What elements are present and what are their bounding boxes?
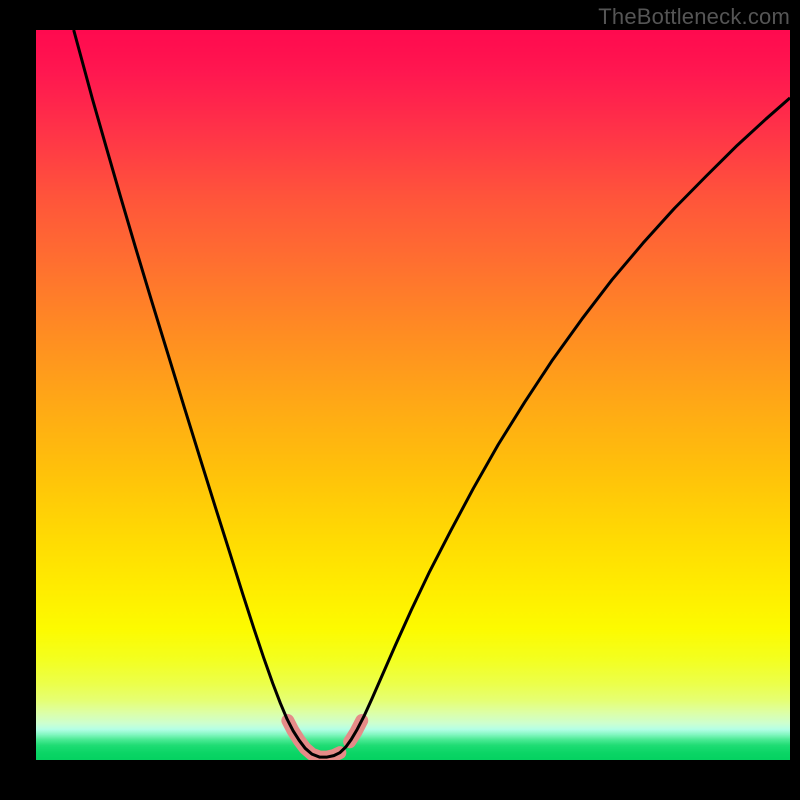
curve-highlight-segment [288, 721, 340, 758]
bottleneck-curve [74, 30, 790, 757]
watermark-text: TheBottleneck.com [598, 4, 790, 30]
chart-curve-layer [36, 30, 790, 760]
chart-plot-area [36, 30, 790, 760]
outer-frame: TheBottleneck.com [0, 0, 800, 800]
